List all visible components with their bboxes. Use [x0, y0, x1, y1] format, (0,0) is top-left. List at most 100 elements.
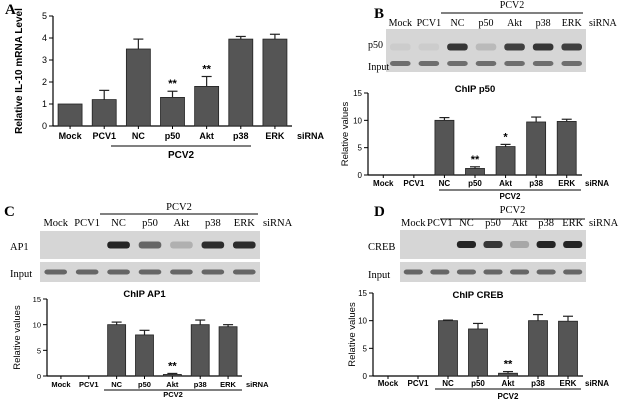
gel-band-B-Input-Akt: [504, 61, 525, 66]
x-tick-label-B-p38: p38: [529, 179, 543, 188]
x-tick-label-C-p50: p50: [138, 380, 151, 389]
gel-band-C-Input-ERK: [232, 269, 256, 275]
x-tick-label-A-NC: NC: [132, 131, 145, 141]
bar-D-NC: [438, 320, 458, 377]
y-tick-label-D: 10: [358, 317, 367, 326]
x-suffix-D: siRNA: [585, 379, 609, 388]
gel-column-B-ERK: ERK: [562, 18, 583, 29]
x-tick-label-A-ERK: ERK: [265, 131, 285, 141]
y-tick-label-B: 5: [358, 144, 363, 153]
x-tick-label-D-Mock: Mock: [378, 379, 399, 388]
gel-band-D-CREB-p38: [536, 241, 556, 248]
significance-D-Akt: **: [504, 359, 513, 371]
gel-band-D-Input-Mock: [403, 269, 423, 275]
gel-suffix-D: siRNA: [589, 218, 619, 229]
gel-column-D-p38: p38: [538, 218, 554, 229]
y-tick-label-A: 2: [42, 77, 47, 87]
bar-C-NC: [107, 324, 127, 377]
y-axis-label-B: Relative values: [340, 102, 351, 167]
gel-band-B-p50-Akt: [504, 43, 525, 51]
x-tick-label-D-ERK: ERK: [560, 379, 577, 388]
bar-A-p38: [228, 38, 254, 127]
gel-band-B-Input-PCV1: [418, 61, 440, 66]
gel-column-C-ERK: ERK: [234, 218, 255, 229]
significance-B-p50: **: [471, 154, 480, 166]
gel-column-B-PCV1: PCV1: [417, 18, 441, 29]
y-axis-label-C: Relative values: [12, 305, 23, 370]
gel-column-C-PCV1: PCV1: [74, 218, 100, 229]
panel-label-B: B: [374, 6, 384, 22]
gel-band-B-p50-p50: [475, 43, 497, 51]
x-tick-label-A-Mock: Mock: [59, 131, 83, 141]
y-tick-label-D: 0: [363, 372, 368, 381]
x-tick-label-C-PCV1: PCV1: [79, 380, 99, 389]
y-tick-label-A: 4: [42, 33, 47, 43]
panel-label-C: C: [4, 204, 15, 220]
y-axis-label-A: Relative IL-10 mRNA Level: [14, 8, 25, 134]
group-label-C: PCV2: [163, 390, 183, 399]
bar-A-NC: [125, 48, 151, 127]
chart-title-D: ChIP CREB: [452, 290, 503, 301]
significance-A-Akt: **: [202, 64, 211, 76]
gel-row-label-D-CREB: CREB: [368, 242, 395, 253]
x-tick-label-A-PCV1: PCV1: [92, 131, 116, 141]
x-tick-label-D-p50: p50: [471, 379, 485, 388]
y-tick-label-A: 5: [42, 11, 47, 21]
bar-A-Mock: [57, 103, 83, 127]
gel-band-C-Input-NC: [107, 269, 130, 275]
bar-A-Akt: [194, 86, 220, 127]
x-tick-label-D-Akt: Akt: [502, 379, 515, 388]
gel-band-C-Input-p50: [138, 269, 162, 275]
gel-group-label-B: PCV2: [500, 0, 524, 11]
bar-B-p50: [465, 168, 485, 176]
gel-row-label-D-Input: Input: [368, 270, 390, 281]
gel-column-C-Mock: Mock: [43, 218, 68, 229]
chart-title-B: ChIP p50: [455, 84, 495, 95]
x-tick-label-D-PCV1: PCV1: [408, 379, 429, 388]
panel-label-D: D: [374, 204, 385, 220]
gel-band-C-AP1-ERK: [232, 241, 256, 249]
gel-column-C-p50: p50: [142, 218, 158, 229]
x-tick-label-C-ERK: ERK: [220, 380, 236, 389]
gel-group-label-C: PCV2: [166, 202, 192, 213]
x-tick-label-B-PCV1: PCV1: [403, 179, 424, 188]
gel-column-D-p50: p50: [485, 218, 501, 229]
y-tick-label-C: 10: [33, 321, 41, 330]
gel-suffix-C: siRNA: [263, 218, 293, 229]
x-tick-label-D-NC: NC: [442, 379, 454, 388]
bar-D-p50: [468, 328, 488, 377]
x-tick-label-B-Mock: Mock: [373, 179, 394, 188]
gel-band-B-p50-p38: [532, 43, 554, 51]
x-tick-label-B-p50: p50: [468, 179, 482, 188]
gel-band-D-Input-p38: [536, 269, 556, 275]
gel-row-label-C-Input: Input: [10, 269, 32, 280]
y-tick-label-B: 0: [358, 171, 363, 180]
gel-column-D-PCV1: PCV1: [427, 218, 453, 229]
significance-C-Akt: **: [168, 360, 177, 372]
gel-band-D-Input-PCV1: [430, 269, 450, 275]
y-axis-label-D: Relative values: [347, 302, 358, 367]
gel-band-D-Input-ERK: [563, 269, 583, 275]
bar-B-Akt: [495, 146, 516, 176]
gel-band-C-Input-p38: [201, 269, 225, 275]
x-suffix-B: siRNA: [585, 179, 609, 188]
significance-A-p50: **: [168, 78, 177, 90]
bar-D-p38: [528, 320, 548, 377]
gel-band-B-Input-NC: [447, 61, 468, 66]
gel-band-C-AP1-NC: [107, 241, 130, 249]
gel-band-B-p50-NC: [447, 43, 468, 51]
gel-column-D-ERK: ERK: [562, 218, 583, 229]
y-tick-label-B: 15: [353, 89, 362, 98]
gel-column-D-Akt: Akt: [512, 218, 528, 229]
x-tick-label-B-NC: NC: [439, 179, 451, 188]
gel-band-C-AP1-p38: [201, 241, 225, 249]
gel-band-D-CREB-p50: [483, 241, 503, 248]
gel-band-C-Input-Akt: [170, 269, 193, 275]
gel-band-C-AP1-Akt: [170, 241, 193, 249]
significance-B-Akt: *: [503, 131, 508, 143]
x-tick-label-D-p38: p38: [531, 379, 545, 388]
gel-band-B-p50-ERK: [561, 43, 582, 51]
gel-column-B-p50: p50: [479, 18, 494, 29]
gel-group-label-D: PCV2: [500, 205, 526, 216]
